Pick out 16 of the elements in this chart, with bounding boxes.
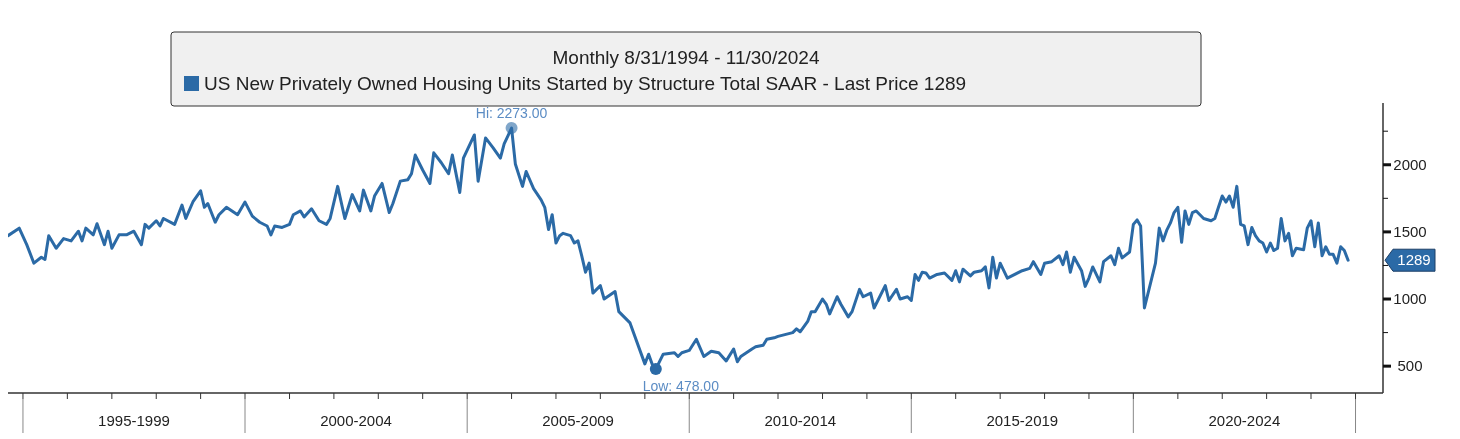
y-tick-label: 500: [1397, 357, 1423, 375]
x-tick-label: 2020-2024: [1208, 412, 1281, 429]
annotation: Hi: 2273.00: [475, 105, 548, 122]
y-tick-label: 1000: [1393, 290, 1427, 308]
legend: Monthly 8/31/1994 - 11/30/2024 US New Privately Owned Housing Units Started by Structure Total SAAR - Last Price 1289: [170, 31, 1202, 107]
legend-label: US New Privately Owned Housing Units Started by Structure Total SAAR - Last Price 1289: [204, 73, 967, 94]
y-tick-label: 2000: [1393, 155, 1427, 173]
x-tick-label: 2000-2004: [320, 412, 392, 429]
x-tick-label: 2015-2019: [986, 412, 1059, 429]
x-tick-label: 1995-1999: [98, 412, 170, 429]
legend-title: Monthly 8/31/1994 - 11/30/2024: [552, 47, 820, 68]
x-tick-label: 2005-2009: [542, 412, 614, 429]
annotation: Low: 478.00: [642, 378, 720, 395]
y-tick-label: 1500: [1393, 222, 1427, 240]
text: 1289: [1397, 251, 1431, 269]
x-tick-label: 2010-2014: [764, 412, 837, 429]
